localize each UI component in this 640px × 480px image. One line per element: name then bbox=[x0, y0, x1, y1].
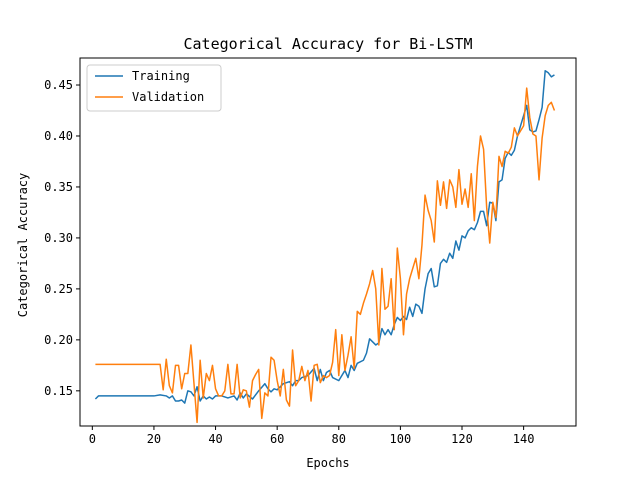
y-tick-label: 0.15 bbox=[44, 384, 73, 398]
x-tick-label: 20 bbox=[147, 432, 161, 446]
y-tick-label: 0.30 bbox=[44, 231, 73, 245]
y-tick-label: 0.20 bbox=[44, 333, 73, 347]
legend-label-validation: Validation bbox=[132, 90, 204, 104]
axes-frame bbox=[79, 57, 577, 427]
x-tick-label: 140 bbox=[513, 432, 535, 446]
x-axis-ticks: 0 20 40 60 80 100 120 140 bbox=[89, 426, 535, 446]
y-tick-label: 0.40 bbox=[44, 129, 73, 143]
x-axis-label: Epochs bbox=[306, 456, 349, 470]
x-tick-label: 120 bbox=[451, 432, 473, 446]
y-axis-label: Categorical Accuracy bbox=[16, 173, 30, 318]
x-tick-label: 60 bbox=[270, 432, 284, 446]
x-tick-label: 40 bbox=[208, 432, 222, 446]
y-tick-label: 0.35 bbox=[44, 180, 73, 194]
series-line-validation bbox=[95, 87, 556, 424]
plot-area bbox=[94, 69, 556, 424]
x-tick-label: 80 bbox=[332, 432, 346, 446]
chart-title: Categorical Accuracy for Bi-LSTM bbox=[184, 35, 473, 53]
x-tick-label: 0 bbox=[89, 432, 96, 446]
x-tick-label: 100 bbox=[390, 432, 412, 446]
y-axis-ticks: 0.15 0.20 0.25 0.30 0.35 0.40 0.45 bbox=[44, 78, 80, 398]
y-tick-label: 0.25 bbox=[44, 282, 73, 296]
legend: Training Validation bbox=[86, 64, 222, 112]
y-tick-label: 0.45 bbox=[44, 78, 73, 92]
legend-label-training: Training bbox=[132, 69, 190, 83]
